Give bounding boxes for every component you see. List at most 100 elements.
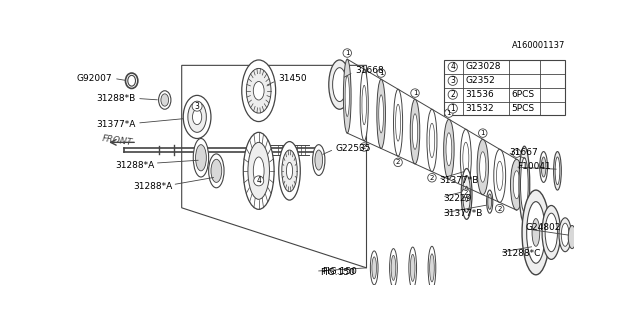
Text: A160001137: A160001137: [512, 41, 565, 50]
Circle shape: [513, 149, 521, 157]
Ellipse shape: [494, 149, 506, 203]
Ellipse shape: [248, 142, 269, 199]
Ellipse shape: [568, 226, 576, 249]
Circle shape: [461, 189, 470, 197]
Text: 6PCS: 6PCS: [511, 90, 534, 99]
Text: 31377*B: 31377*B: [440, 176, 479, 185]
Circle shape: [448, 90, 458, 99]
Text: 2: 2: [463, 190, 468, 196]
Ellipse shape: [329, 60, 350, 109]
Text: G24802: G24802: [526, 222, 561, 232]
Text: FIG.150: FIG.150: [323, 267, 358, 276]
Text: G22535: G22535: [336, 144, 371, 153]
Ellipse shape: [463, 142, 469, 174]
Ellipse shape: [542, 205, 561, 260]
Circle shape: [377, 69, 385, 77]
Ellipse shape: [183, 95, 211, 139]
Ellipse shape: [488, 194, 492, 209]
Text: 31450: 31450: [278, 74, 307, 83]
Ellipse shape: [513, 171, 520, 199]
Text: 4: 4: [256, 176, 261, 185]
Ellipse shape: [527, 202, 545, 263]
Ellipse shape: [444, 119, 454, 179]
Text: FRONT: FRONT: [101, 134, 133, 148]
Ellipse shape: [345, 76, 349, 116]
Ellipse shape: [287, 162, 292, 179]
Circle shape: [343, 49, 351, 57]
Ellipse shape: [390, 249, 397, 287]
Text: 31288*C: 31288*C: [501, 250, 541, 259]
Ellipse shape: [377, 79, 385, 148]
Ellipse shape: [333, 68, 346, 101]
Ellipse shape: [282, 150, 297, 192]
Ellipse shape: [540, 152, 547, 182]
Ellipse shape: [497, 161, 503, 190]
Ellipse shape: [412, 114, 418, 149]
Ellipse shape: [279, 141, 300, 200]
Text: G23028: G23028: [465, 62, 500, 71]
Text: 2: 2: [430, 175, 434, 181]
Circle shape: [253, 176, 264, 186]
Text: 5PCS: 5PCS: [511, 104, 534, 113]
Text: 2: 2: [396, 159, 400, 165]
Ellipse shape: [522, 190, 550, 275]
Circle shape: [479, 129, 487, 137]
Circle shape: [428, 173, 436, 182]
Ellipse shape: [446, 133, 452, 166]
Ellipse shape: [409, 247, 417, 289]
Ellipse shape: [246, 68, 271, 113]
Ellipse shape: [243, 132, 274, 209]
Text: 1: 1: [345, 50, 349, 56]
Ellipse shape: [479, 152, 486, 182]
Text: 2: 2: [451, 90, 455, 99]
Text: 1: 1: [451, 104, 455, 113]
Bar: [444, 60, 565, 116]
Ellipse shape: [429, 254, 435, 282]
Ellipse shape: [477, 139, 488, 195]
Text: 2: 2: [497, 205, 502, 212]
Circle shape: [411, 89, 419, 97]
Ellipse shape: [372, 257, 376, 279]
Ellipse shape: [362, 85, 367, 125]
Circle shape: [448, 62, 458, 71]
Ellipse shape: [344, 59, 351, 133]
Ellipse shape: [161, 94, 168, 106]
Text: 4: 4: [451, 62, 455, 71]
Ellipse shape: [253, 157, 264, 185]
Ellipse shape: [410, 99, 420, 164]
Text: 1: 1: [379, 70, 383, 76]
Text: 1: 1: [447, 110, 451, 116]
Text: 31536: 31536: [465, 90, 494, 99]
Ellipse shape: [242, 60, 276, 122]
Text: 31377*B: 31377*B: [444, 210, 483, 219]
Ellipse shape: [315, 150, 323, 170]
Text: 31288*A: 31288*A: [115, 161, 155, 170]
Text: 31288*A: 31288*A: [133, 182, 172, 191]
Circle shape: [448, 76, 458, 85]
Text: 31668: 31668: [355, 66, 384, 75]
Ellipse shape: [396, 104, 401, 141]
Ellipse shape: [312, 145, 325, 175]
Ellipse shape: [545, 213, 557, 252]
Ellipse shape: [193, 109, 202, 124]
Text: F10041: F10041: [516, 163, 550, 172]
Text: 3: 3: [451, 76, 455, 85]
Ellipse shape: [410, 254, 415, 281]
Ellipse shape: [519, 146, 530, 223]
Ellipse shape: [461, 169, 472, 219]
Circle shape: [448, 104, 458, 113]
Ellipse shape: [196, 145, 206, 171]
Circle shape: [192, 101, 202, 111]
Circle shape: [394, 158, 403, 167]
Text: 31667: 31667: [509, 148, 538, 157]
Ellipse shape: [253, 82, 264, 100]
Ellipse shape: [159, 91, 171, 109]
Circle shape: [360, 143, 369, 151]
Ellipse shape: [486, 190, 493, 213]
Text: 3: 3: [195, 102, 200, 111]
Ellipse shape: [460, 129, 471, 187]
Text: 31377*A: 31377*A: [96, 120, 136, 129]
Ellipse shape: [188, 101, 206, 132]
Text: G2352: G2352: [465, 76, 495, 85]
Ellipse shape: [532, 219, 540, 246]
